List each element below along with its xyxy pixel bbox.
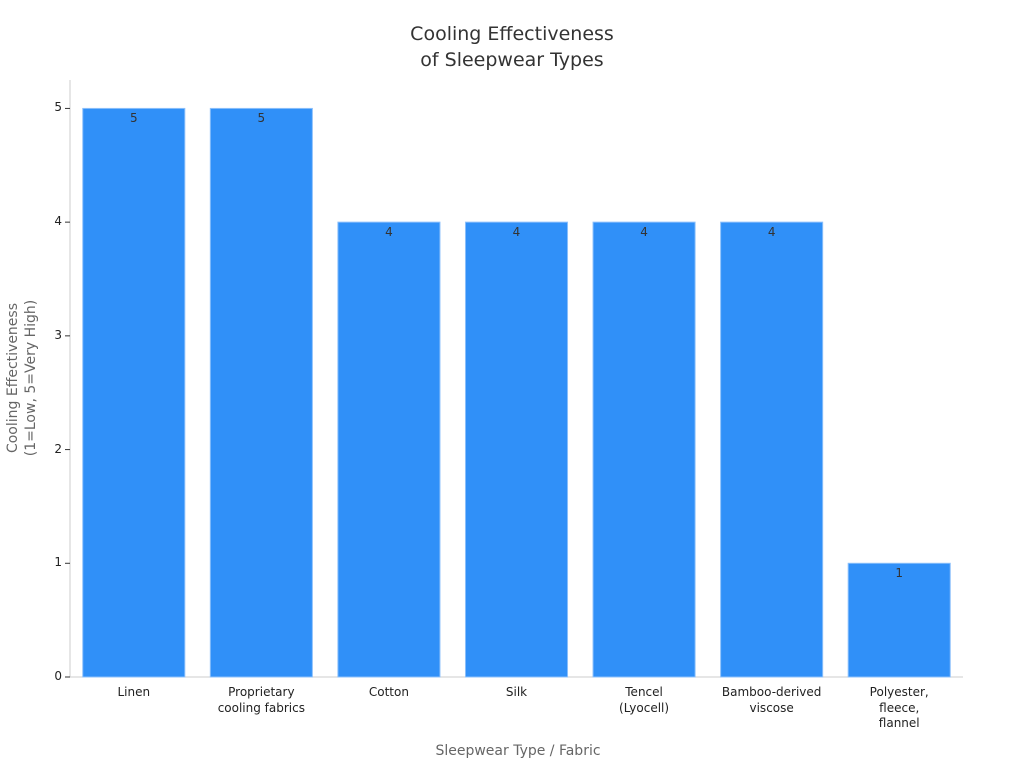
y-tick-label: 4	[54, 214, 62, 229]
y-tick-label: 0	[54, 669, 62, 683]
x-axis-label: Sleepwear Type / Fabric	[435, 743, 601, 759]
value-label: 4	[640, 225, 648, 240]
value-label: 4	[512, 225, 521, 240]
value-label: 5	[257, 111, 266, 126]
bar	[592, 221, 696, 678]
bar	[464, 221, 569, 678]
x-tick-label: Linen	[117, 685, 151, 699]
x-tick-label: Silk	[505, 685, 528, 699]
x-tick-label: Polyester, fleece, flannel	[869, 685, 929, 731]
chart-title: Cooling Effectiveness of Sleepwear Types	[410, 23, 614, 71]
y-tick-label: 2	[54, 441, 62, 456]
y-tick-label: 3	[54, 327, 62, 342]
value-label: 4	[385, 225, 393, 240]
x-tick-label: Tencel (Lyocell)	[619, 685, 670, 715]
bar	[720, 221, 824, 678]
bar	[847, 562, 951, 678]
x-tick-label: Proprietary cooling fabrics	[217, 685, 305, 715]
y-axis-label: Cooling Effectiveness (1=Low, 5=Very Hig…	[4, 299, 39, 457]
value-label: 4	[767, 225, 776, 240]
y-tick-label: 1	[54, 555, 62, 570]
value-label: 5	[129, 111, 138, 126]
y-tick-label: 5	[54, 100, 62, 115]
bar	[82, 107, 186, 678]
x-tick-label: Bamboo-derived viscose	[721, 685, 822, 715]
value-label: 1	[895, 566, 904, 581]
bar	[209, 107, 313, 678]
x-tick-label: Cotton	[368, 685, 409, 699]
bar	[337, 221, 441, 678]
